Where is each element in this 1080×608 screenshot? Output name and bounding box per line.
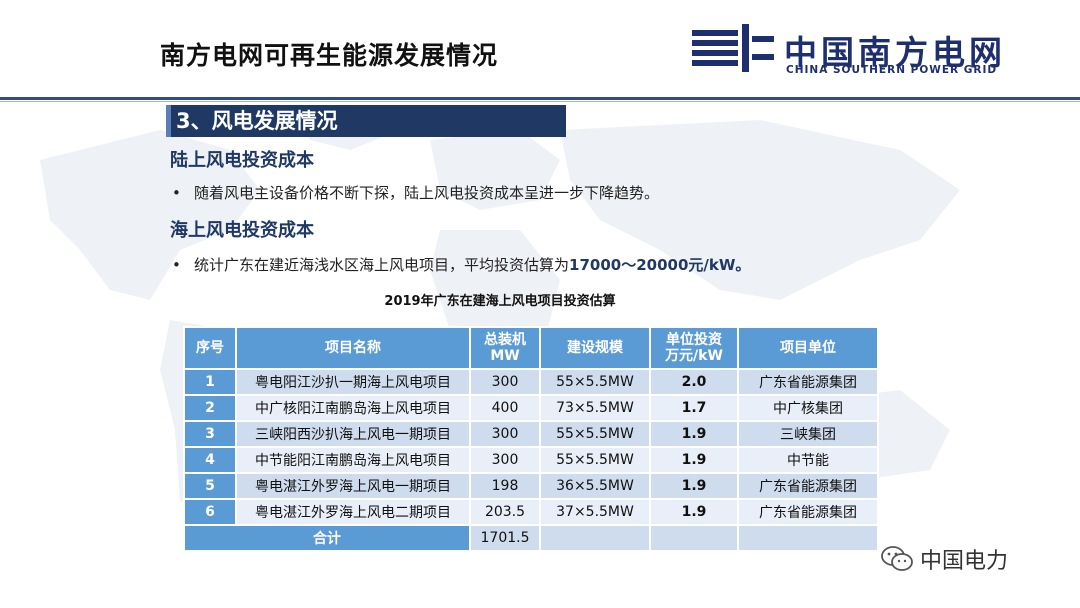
cell-cost: 1.9	[649, 446, 739, 474]
cell-scale: 37×5.5MW	[539, 498, 651, 526]
cell-scale: 73×5.5MW	[539, 394, 651, 422]
cell-name: 三峡阳西沙扒海上风电一期项目	[235, 420, 471, 448]
cell-company: 广东省能源集团	[737, 472, 879, 500]
cell-name: 粤电阳江沙扒一期海上风电项目	[235, 368, 471, 396]
table-row: 3 三峡阳西沙扒海上风电一期项目 300 55×5.5MW 1.9 三峡集团	[183, 420, 879, 448]
offshore-bullet: • 统计广东在建近海浅水区海上风电项目，平均投资估算为17000～20000元/k…	[172, 254, 750, 275]
table-title: 2019年广东在建海上风电项目投资估算	[384, 294, 616, 309]
cell-total-label: 合计	[183, 524, 471, 552]
cell-capacity: 300	[469, 446, 541, 474]
cell-no: 1	[183, 368, 237, 396]
section-banner: 3、风电发展情况	[166, 105, 566, 137]
bullet-dot-icon: •	[172, 184, 181, 202]
col-header-company: 项目单位	[737, 326, 879, 370]
table-header-row: 序号 项目名称 总装机 MW 建设规模 单位投资 万元/kW 项目单位	[183, 326, 879, 370]
cell-no: 2	[183, 394, 237, 422]
table-row: 5 粤电湛江外罗海上风电一期项目 198 36×5.5MW 1.9 广东省能源集…	[183, 472, 879, 500]
offshore-bullet-text: 统计广东在建近海浅水区海上风电项目，平均投资估算为	[194, 256, 570, 274]
cell-cost: 1.9	[649, 472, 739, 500]
cell-name: 粤电湛江外罗海上风电二期项目	[235, 498, 471, 526]
col-header-name: 项目名称	[235, 326, 471, 370]
cell-cost: 1.9	[649, 420, 739, 448]
cell-total-company	[737, 524, 879, 552]
header-divider-thin	[0, 101, 1080, 102]
cell-capacity: 203.5	[469, 498, 541, 526]
col-header-capacity: 总装机 MW	[469, 326, 541, 370]
bullet-dot-icon: •	[172, 256, 181, 274]
cell-capacity: 300	[469, 420, 541, 448]
logo-english-name: CHINA SOUTHERN POWER GRID	[786, 64, 998, 76]
table-row: 2 中广核阳江南鹏岛海上风电项目 400 73×5.5MW 1.7 中广核集团	[183, 394, 879, 422]
cell-no: 4	[183, 446, 237, 474]
cell-total-scale	[539, 524, 651, 552]
col-header-cost-line1: 单位投资	[666, 332, 722, 348]
wechat-watermark: 中国电力	[880, 543, 1008, 575]
table-row: 4 中节能阳江南鹏岛海上风电项目 300 55×5.5MW 1.9 中节能	[183, 446, 879, 474]
offshore-heading: 海上风电投资成本	[170, 220, 314, 241]
onshore-bullet: • 随着风电主设备价格不断下探，陆上风电投资成本呈进一步下降趋势。	[172, 182, 659, 203]
col-header-cost: 单位投资 万元/kW	[649, 326, 739, 370]
cell-name: 粤电湛江外罗海上风电一期项目	[235, 472, 471, 500]
cell-scale: 55×5.5MW	[539, 420, 651, 448]
power-grid-logo-icon	[692, 24, 774, 72]
onshore-heading: 陆上风电投资成本	[170, 150, 314, 171]
section-banner-text: 3、风电发展情况	[176, 109, 338, 133]
col-header-capacity-line1: 总装机	[484, 332, 526, 348]
cell-capacity: 198	[469, 472, 541, 500]
offshore-bullet-highlight: 17000～20000元/kW。	[569, 256, 751, 274]
table-row: 1 粤电阳江沙扒一期海上风电项目 300 55×5.5MW 2.0 广东省能源集…	[183, 368, 879, 396]
cell-cost: 2.0	[649, 368, 739, 396]
cell-company: 广东省能源集团	[737, 498, 879, 526]
cell-total-cost	[649, 524, 739, 552]
cell-scale: 36×5.5MW	[539, 472, 651, 500]
cell-capacity: 300	[469, 368, 541, 396]
cell-no: 3	[183, 420, 237, 448]
wechat-icon	[881, 546, 913, 571]
table-total-row: 合计 1701.5	[183, 524, 879, 552]
cell-no: 5	[183, 472, 237, 500]
logo-chinese-name: 中国南方电网	[784, 33, 1006, 72]
onshore-bullet-text: 随着风电主设备价格不断下探，陆上风电投资成本呈进一步下降趋势。	[194, 184, 660, 202]
company-logo: 中国南方电网 CHINA SOUTHERN POWER GRID	[692, 22, 1032, 82]
cell-scale: 55×5.5MW	[539, 446, 651, 474]
table-row: 6 粤电湛江外罗海上风电二期项目 203.5 37×5.5MW 1.9 广东省能…	[183, 498, 879, 526]
watermark-text: 中国电力	[920, 549, 1009, 574]
col-header-scale: 建设规模	[539, 326, 651, 370]
header-divider	[0, 97, 1080, 100]
investment-table: 序号 项目名称 总装机 MW 建设规模 单位投资 万元/kW 项目单位 1 粤电阳江…	[183, 326, 879, 552]
cell-name: 中广核阳江南鹏岛海上风电项目	[235, 394, 471, 422]
cell-name: 中节能阳江南鹏岛海上风电项目	[235, 446, 471, 474]
cell-company: 中广核集团	[737, 394, 879, 422]
col-header-cost-line2: 万元/kW	[665, 348, 723, 364]
col-header-no: 序号	[183, 326, 237, 370]
col-header-capacity-line2: MW	[490, 348, 520, 364]
cell-company: 中节能	[737, 446, 879, 474]
cell-scale: 55×5.5MW	[539, 368, 651, 396]
cell-capacity: 400	[469, 394, 541, 422]
cell-cost: 1.7	[649, 394, 739, 422]
cell-company: 三峡集团	[737, 420, 879, 448]
banner-accent	[166, 105, 171, 137]
cell-cost: 1.9	[649, 498, 739, 526]
page-title: 南方电网可再生能源发展情况	[160, 41, 499, 70]
cell-company: 广东省能源集团	[737, 368, 879, 396]
cell-no: 6	[183, 498, 237, 526]
cell-total-capacity: 1701.5	[469, 524, 541, 552]
